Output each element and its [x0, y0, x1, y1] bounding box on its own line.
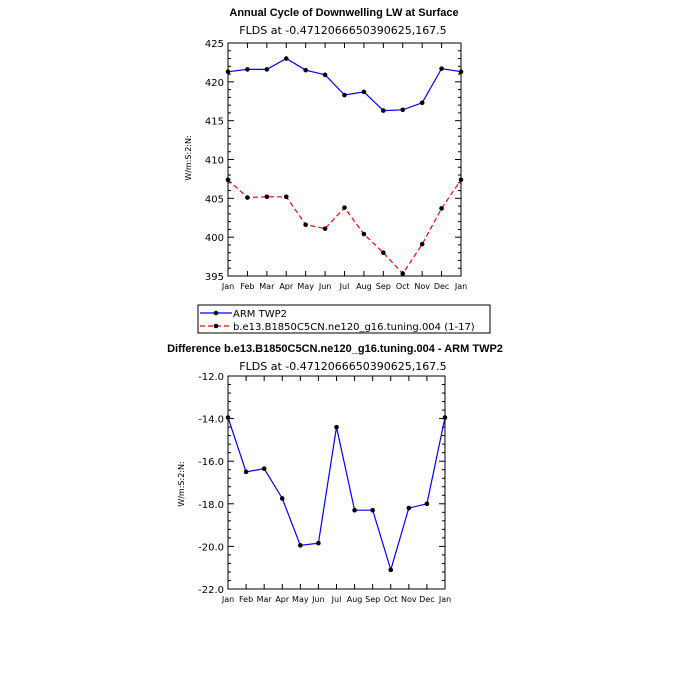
- chart1-series-1-point: [381, 250, 386, 255]
- chart1-y-tick-label: 415: [205, 117, 224, 128]
- chart1-x-tick-label: May: [297, 282, 314, 291]
- chart1-series-1-point: [419, 241, 425, 247]
- chart2-x-tick-label: Jul: [331, 595, 342, 604]
- chart2-x-tick-label: Feb: [239, 595, 253, 604]
- chart1-series-1-point: [225, 177, 231, 182]
- chart1-series-0-point: [245, 67, 250, 72]
- chart1-series-1-point: [361, 231, 367, 237]
- chart2-series-0-point: [261, 466, 267, 471]
- chart1-series-1-point: [400, 271, 406, 276]
- chart2-x-tick-label: Oct: [384, 595, 398, 604]
- chart1-series-0-point: [419, 100, 425, 106]
- chart1-y-tick-label: 405: [205, 194, 224, 205]
- chart1-y-tick-label: 410: [205, 156, 224, 167]
- chart1-series-1-point: [264, 194, 270, 200]
- chart1-y-tick-label: 395: [205, 272, 224, 283]
- chart1-series-1-point: [245, 195, 250, 200]
- chart2-y-axis-label: W/m:S:2:N:: [177, 461, 186, 506]
- chart2-series-0-point: [370, 507, 375, 513]
- chart2-x-tick-label: Dec: [419, 595, 434, 604]
- chart1-series-0-point: [381, 108, 386, 113]
- chart1-series-1-line: [227, 179, 462, 275]
- legend-marker-model: [213, 323, 219, 329]
- chart1-y-tick-label: 425: [205, 39, 224, 50]
- chart1-series-0-point: [342, 92, 347, 98]
- chart2-x-tick-label: Aug: [347, 595, 363, 604]
- chart1-series-1-point: [322, 226, 328, 231]
- chart2-y-tick-label: -18.0: [198, 500, 224, 511]
- chart2-y-tick-label: -20.0: [198, 542, 224, 553]
- chart1-x-tick-label: Jul: [339, 282, 350, 291]
- chart2-subtitle: FLDS at -0.4712066650390625,167.5: [239, 360, 446, 373]
- annual-cycle-chart: Annual Cycle of Downwelling LW at Surfac…: [184, 7, 491, 334]
- chart2-series-0-line: [227, 417, 446, 572]
- chart2-series-0-point: [316, 540, 321, 546]
- chart2-series-0-point: [442, 415, 448, 420]
- chart1-series-0-point: [322, 72, 328, 78]
- chart1-series-0-line: [227, 57, 462, 112]
- chart2-x-tick-label: May: [292, 595, 309, 604]
- chart1-x-tick-label: Oct: [396, 282, 410, 291]
- legend-label-arm: ARM TWP2: [233, 309, 287, 320]
- chart2-y-tick-label: -16.0: [198, 457, 224, 468]
- chart2-x-tick-label: Jan: [221, 595, 234, 604]
- chart1-title: Annual Cycle of Downwelling LW at Surfac…: [229, 7, 458, 19]
- chart2-y-tick-label: -14.0: [198, 415, 224, 426]
- legend-frame: [197, 304, 491, 334]
- chart1-series-0-point: [225, 69, 231, 75]
- chart1-series-1-point: [458, 177, 464, 182]
- chart2-x-tick-label: Nov: [401, 595, 417, 604]
- chart2-series-0-point: [279, 496, 285, 501]
- chart1-x-tick-label: Mar: [259, 282, 275, 291]
- chart1-x-tick-label: Jun: [318, 282, 332, 291]
- chart2-series-0-point: [334, 424, 339, 430]
- chart1-x-tick-label: Jan: [454, 282, 467, 291]
- chart2-x-tick-label: Jun: [311, 595, 325, 604]
- chart1-y-tick-label: 400: [205, 233, 224, 244]
- chart1-x-tick-label: Jan: [221, 282, 234, 291]
- chart2-x-tick-label: Jan: [438, 595, 451, 604]
- chart1-series-0-point: [458, 69, 464, 75]
- chart1-series-1-point: [439, 206, 444, 211]
- chart1-x-tick-label: Apr: [279, 282, 294, 291]
- chart2-series-0-point: [424, 501, 430, 507]
- chart1-series-1-point: [283, 194, 289, 200]
- chart1-series-1-point: [342, 205, 347, 210]
- legend-label-model: b.e13.B1850C5CN.ne120_g16.tuning.004 (1-…: [233, 322, 475, 333]
- chart1-x-tick-label: Nov: [414, 282, 430, 291]
- difference-chart: Difference b.e13.B1850C5CN.ne120_g16.tun…: [167, 343, 503, 604]
- chart2-series-0-point: [298, 543, 303, 548]
- chart1-series-0-point: [361, 89, 367, 95]
- chart1-subtitle: FLDS at -0.4712066650390625,167.5: [239, 24, 446, 37]
- chart2-plot-frame: [227, 375, 446, 590]
- chart1-x-tick-label: Dec: [434, 282, 449, 291]
- chart1-y-tick-label: 420: [205, 78, 224, 89]
- chart1-x-tick-label: Feb: [240, 282, 254, 291]
- chart2-series-0-point: [388, 567, 394, 573]
- chart2-x-tick-label: Mar: [257, 595, 273, 604]
- chart1-series-0-point: [400, 107, 406, 113]
- chart1-series-0-point: [439, 66, 444, 71]
- chart2-x-tick-label: Sep: [365, 595, 380, 604]
- chart1-x-tick-label: Aug: [356, 282, 372, 291]
- chart2-y-tick-label: -12.0: [198, 372, 224, 383]
- chart2-title: Difference b.e13.B1850C5CN.ne120_g16.tun…: [167, 343, 503, 355]
- chart2-series-0-point: [243, 469, 249, 475]
- chart2-x-tick-label: Apr: [275, 595, 290, 604]
- chart1-legend: ARM TWP2 b.e13.B1850C5CN.ne120_g16.tunin…: [197, 304, 491, 334]
- chart1-plot-frame: [227, 42, 462, 277]
- chart1-series-0-point: [303, 67, 308, 73]
- chart1-series-1-point: [303, 222, 308, 228]
- chart2-series-0-point: [225, 415, 231, 420]
- chart1-series-0-point: [283, 56, 289, 61]
- chart1-series-0-point: [264, 67, 270, 72]
- chart1-y-axis-label: W/m:S:2:N:: [184, 135, 193, 180]
- chart2-series-0-point: [406, 505, 412, 511]
- chart2-y-tick-label: -22.0: [198, 585, 224, 596]
- legend-marker-arm: [213, 310, 219, 316]
- chart1-x-tick-label: Sep: [376, 282, 391, 291]
- chart2-series-0-point: [352, 507, 357, 513]
